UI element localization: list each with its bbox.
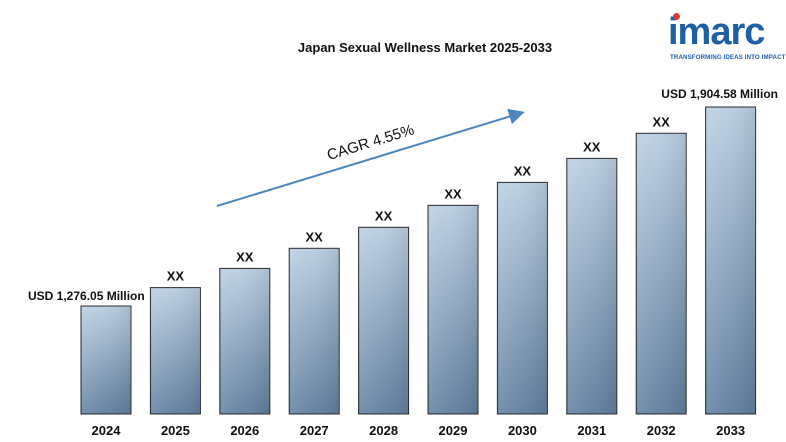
data-label-2031: XX bbox=[583, 139, 601, 154]
bar-shine bbox=[151, 288, 200, 413]
x-tick-2033: 2033 bbox=[716, 423, 745, 438]
bar-shine bbox=[82, 307, 130, 413]
data-label-2026: XX bbox=[236, 249, 254, 264]
bar-shine bbox=[220, 269, 269, 413]
logo-dot-icon bbox=[673, 13, 680, 20]
data-label-2033: USD 1,904.58 Million bbox=[661, 87, 778, 101]
data-labels-group: USD 1,276.05 Million XX XX XX XX XX XX XX XX USD … bbox=[28, 87, 778, 303]
data-label-2032: XX bbox=[653, 114, 671, 129]
bar-shine bbox=[290, 249, 339, 413]
bar-shine bbox=[706, 108, 755, 413]
x-tick-2031: 2031 bbox=[577, 423, 606, 438]
data-label-2028: XX bbox=[375, 208, 393, 223]
x-tick-2024: 2024 bbox=[92, 423, 122, 438]
bars-group bbox=[80, 106, 757, 415]
data-label-2030: XX bbox=[514, 163, 532, 178]
data-label-2029: XX bbox=[444, 186, 462, 201]
x-tick-2026: 2026 bbox=[230, 423, 259, 438]
bar-shine bbox=[498, 183, 547, 413]
x-tick-2027: 2027 bbox=[300, 423, 329, 438]
bar-shine bbox=[429, 206, 477, 413]
imarc-logo: imarc TRANSFORMING IDEAS INTO IMPACT bbox=[664, 10, 785, 66]
bar-shine bbox=[567, 159, 616, 413]
cagr-arrow bbox=[216, 108, 525, 207]
bar-shine bbox=[637, 134, 686, 413]
x-tick-2029: 2029 bbox=[439, 423, 468, 438]
x-tick-2030: 2030 bbox=[508, 423, 537, 438]
chart-title: Japan Sexual Wellness Market 2025-2033 bbox=[298, 40, 552, 55]
x-tick-labels-group: 2024 2025 2026 2027 2028 2029 2030 2031 2032 2033 bbox=[92, 423, 746, 438]
x-tick-2028: 2028 bbox=[369, 423, 398, 438]
data-label-2027: XX bbox=[306, 229, 324, 244]
data-label-2025: XX bbox=[167, 269, 185, 284]
cagr-label: CAGR 4.55% bbox=[325, 121, 416, 164]
data-label-2024: USD 1,276.05 Million bbox=[28, 289, 145, 303]
bar-shine bbox=[359, 228, 408, 413]
x-tick-2032: 2032 bbox=[647, 423, 676, 438]
logo-tagline: TRANSFORMING IDEAS INTO IMPACT bbox=[670, 54, 786, 61]
logo-wordmark: imarc bbox=[668, 11, 765, 53]
x-tick-2025: 2025 bbox=[161, 423, 190, 438]
